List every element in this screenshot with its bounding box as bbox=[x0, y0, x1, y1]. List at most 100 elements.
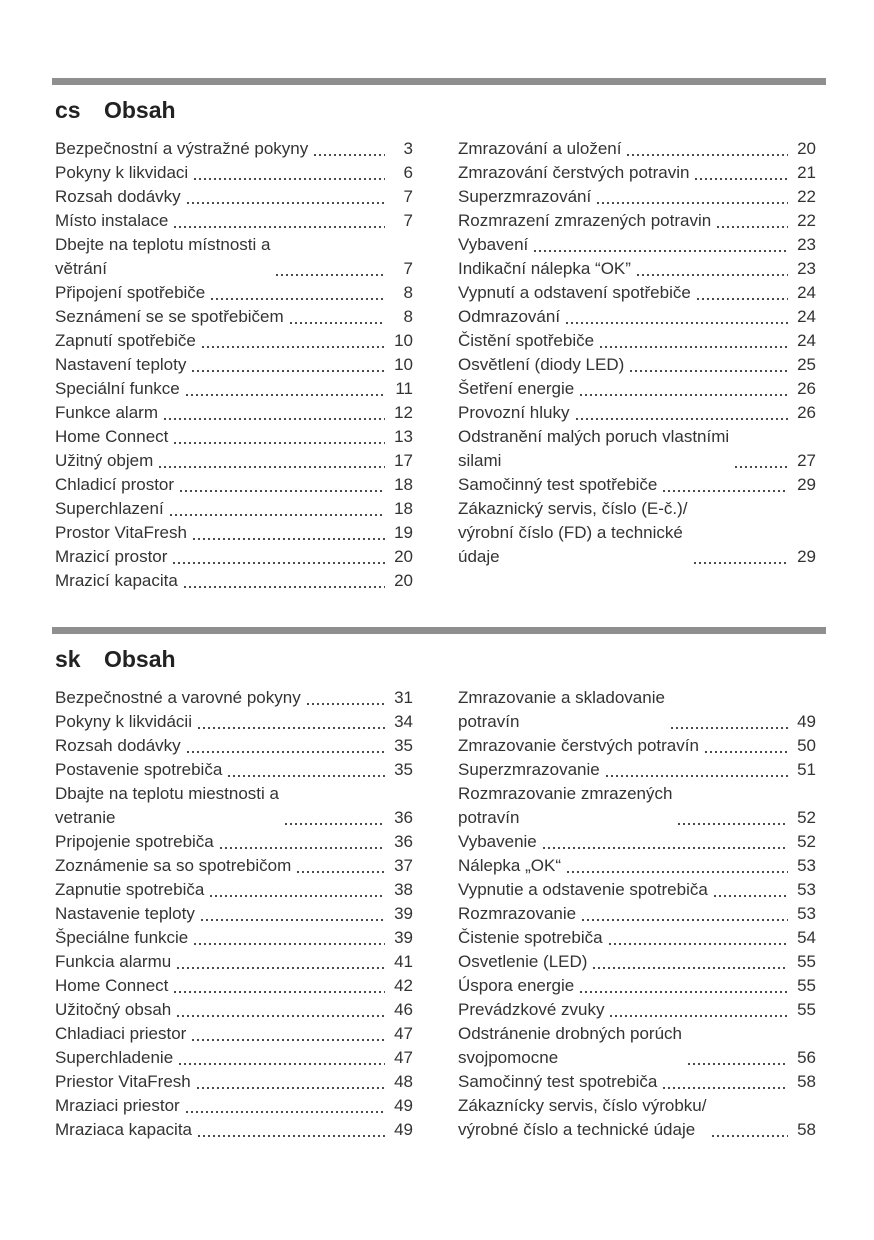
toc-entry-label: Chladiaci priestor bbox=[55, 1024, 187, 1043]
toc-entry: Samočinný test spotrebiča 58 bbox=[458, 1070, 816, 1094]
dot-leader bbox=[289, 322, 385, 324]
toc-entry: Speciální funkce 11 bbox=[55, 377, 413, 401]
toc-entry: Vypnutí a odstavení spotřebiče 24 bbox=[458, 281, 816, 305]
toc-section-sk: sk Obsah Bezpečnostné a varovné pokyny 3… bbox=[52, 627, 826, 1142]
toc-entry: Užitný objem 17 bbox=[55, 449, 413, 473]
dot-leader bbox=[717, 226, 788, 228]
toc-entry-page-number: 55 bbox=[797, 1000, 816, 1019]
dot-leader bbox=[663, 1087, 788, 1089]
toc-entry: Osvetlenie (LED) 55 bbox=[458, 950, 816, 974]
toc-entry-label: Zmrazovanie čerstvých potravín bbox=[458, 736, 699, 755]
dot-leader bbox=[163, 418, 385, 420]
dot-leader bbox=[605, 775, 788, 777]
toc-entry-page-number: 39 bbox=[394, 928, 413, 947]
toc-entry-label: Užitný objem bbox=[55, 451, 154, 470]
toc-entry: Mrazicí prostor 20 bbox=[55, 545, 413, 569]
toc-entry: Superchlazení 18 bbox=[55, 497, 413, 521]
toc-entry: Chladicí prostor 18 bbox=[55, 473, 413, 497]
toc-entry-label: Úspora energie bbox=[458, 976, 575, 995]
toc-entry-label: Osvetlenie (LED) bbox=[458, 952, 588, 971]
toc-entry: Dbajte na teplotu miestnosti a vetranie … bbox=[55, 782, 413, 830]
toc-entry: Bezpečnostní a výstražné pokyny 3 bbox=[55, 137, 413, 161]
dot-leader bbox=[192, 538, 385, 540]
dot-leader bbox=[179, 1063, 385, 1065]
toc-entry-page-number: 46 bbox=[394, 1000, 413, 1019]
toc-entry-page-number: 47 bbox=[394, 1048, 413, 1067]
toc-entry-page-number: 35 bbox=[394, 736, 413, 755]
dot-leader bbox=[314, 154, 385, 156]
toc-entry: Mraziaca kapacita 49 bbox=[55, 1118, 413, 1142]
dot-leader bbox=[696, 298, 788, 300]
toc-entry-label: Nastavení teploty bbox=[55, 355, 187, 374]
dot-leader bbox=[600, 346, 788, 348]
section-title: Obsah bbox=[103, 97, 176, 123]
toc-entry-page-number: 29 bbox=[797, 475, 816, 494]
toc-entry-label: Nálepka „OK“ bbox=[458, 856, 561, 875]
toc-entry: Samočinný test spotřebiče 29 bbox=[458, 473, 816, 497]
dot-leader bbox=[534, 250, 788, 252]
toc-entry-label: Home Connect bbox=[55, 427, 169, 446]
toc-entry-page-number: 7 bbox=[403, 259, 413, 278]
toc-entry-label: Dbajte na teplotu miestnosti a vetranie bbox=[55, 784, 279, 827]
toc-entry-page-number: 27 bbox=[797, 451, 816, 470]
toc-entry-page-number: 55 bbox=[797, 976, 816, 995]
toc-entry: Home Connect 13 bbox=[55, 425, 413, 449]
toc-entry-label: Vybavenie bbox=[458, 832, 537, 851]
dot-leader bbox=[575, 418, 788, 420]
dot-leader bbox=[200, 919, 385, 921]
toc-entry-page-number: 20 bbox=[394, 571, 413, 590]
toc-entry: Odstranění malých poruch vlastními silam… bbox=[458, 425, 816, 473]
section-title: Obsah bbox=[103, 646, 176, 672]
toc-entry-page-number: 55 bbox=[797, 952, 816, 971]
toc-entry: Prevádzkové zvuky 55 bbox=[458, 998, 816, 1022]
toc-entry-page-number: 39 bbox=[394, 904, 413, 923]
dot-leader bbox=[630, 370, 788, 372]
toc-entry-page-number: 58 bbox=[797, 1120, 816, 1139]
dot-leader bbox=[627, 154, 788, 156]
dot-leader bbox=[169, 514, 385, 516]
toc-entry: Nastavení teploty 10 bbox=[55, 353, 413, 377]
dot-leader bbox=[228, 775, 385, 777]
toc-entry-label: Místo instalace bbox=[55, 211, 169, 230]
toc-entry-page-number: 19 bbox=[394, 523, 413, 542]
toc-entry-label: Superzmrazování bbox=[458, 187, 592, 206]
toc-entry-label: Odstranění malých poruch vlastními silam… bbox=[458, 427, 730, 470]
dot-leader bbox=[201, 346, 385, 348]
section-heading: sk Obsah bbox=[55, 646, 826, 672]
toc-entry-label: Pripojenie spotrebiča bbox=[55, 832, 214, 851]
toc-entry-page-number: 7 bbox=[403, 211, 413, 230]
toc-entry: Rozmrazovanie 53 bbox=[458, 902, 816, 926]
dot-leader bbox=[704, 751, 788, 753]
toc-entry-label: Pokyny k likvidaci bbox=[55, 163, 189, 182]
dot-leader bbox=[693, 562, 788, 564]
toc-entry-page-number: 51 bbox=[797, 760, 816, 779]
dot-leader bbox=[608, 943, 788, 945]
dot-leader bbox=[276, 274, 385, 276]
toc-columns: Bezpečnostné a varovné pokyny 31 Pokyny … bbox=[55, 686, 816, 1142]
language-code: cs bbox=[55, 97, 81, 123]
toc-entry: Zmrazovanie čerstvých potravín 50 bbox=[458, 734, 816, 758]
toc-entry-page-number: 22 bbox=[797, 187, 816, 206]
dot-leader bbox=[186, 751, 385, 753]
dot-leader bbox=[183, 586, 385, 588]
toc-entry: Odmrazování 24 bbox=[458, 305, 816, 329]
toc-entry-page-number: 20 bbox=[394, 547, 413, 566]
toc-entry-page-number: 47 bbox=[394, 1024, 413, 1043]
toc-entry: Nálepka „OK“ 53 bbox=[458, 854, 816, 878]
toc-entry: Bezpečnostné a varovné pokyny 31 bbox=[55, 686, 413, 710]
toc-entry-label: Mrazicí kapacita bbox=[55, 571, 178, 590]
toc-entry-page-number: 20 bbox=[797, 139, 816, 158]
toc-entry-page-number: 52 bbox=[797, 808, 816, 827]
toc-entry-page-number: 31 bbox=[394, 688, 413, 707]
dot-leader bbox=[198, 727, 385, 729]
section-heading: cs Obsah bbox=[55, 97, 826, 123]
toc-entry-label: Vybavení bbox=[458, 235, 529, 254]
section-divider-bar bbox=[52, 627, 826, 634]
toc-entry-page-number: 10 bbox=[394, 355, 413, 374]
toc-entry-page-number: 35 bbox=[394, 760, 413, 779]
toc-entry-page-number: 7 bbox=[403, 187, 413, 206]
toc-entry-label: Bezpečnostné a varovné pokyny bbox=[55, 688, 301, 707]
toc-entry-page-number: 18 bbox=[394, 475, 413, 494]
toc-entry-label: Zákaznický servis, číslo (E-č.)/ výrobní… bbox=[458, 499, 688, 566]
toc-entry: Superchladenie 47 bbox=[55, 1046, 413, 1070]
